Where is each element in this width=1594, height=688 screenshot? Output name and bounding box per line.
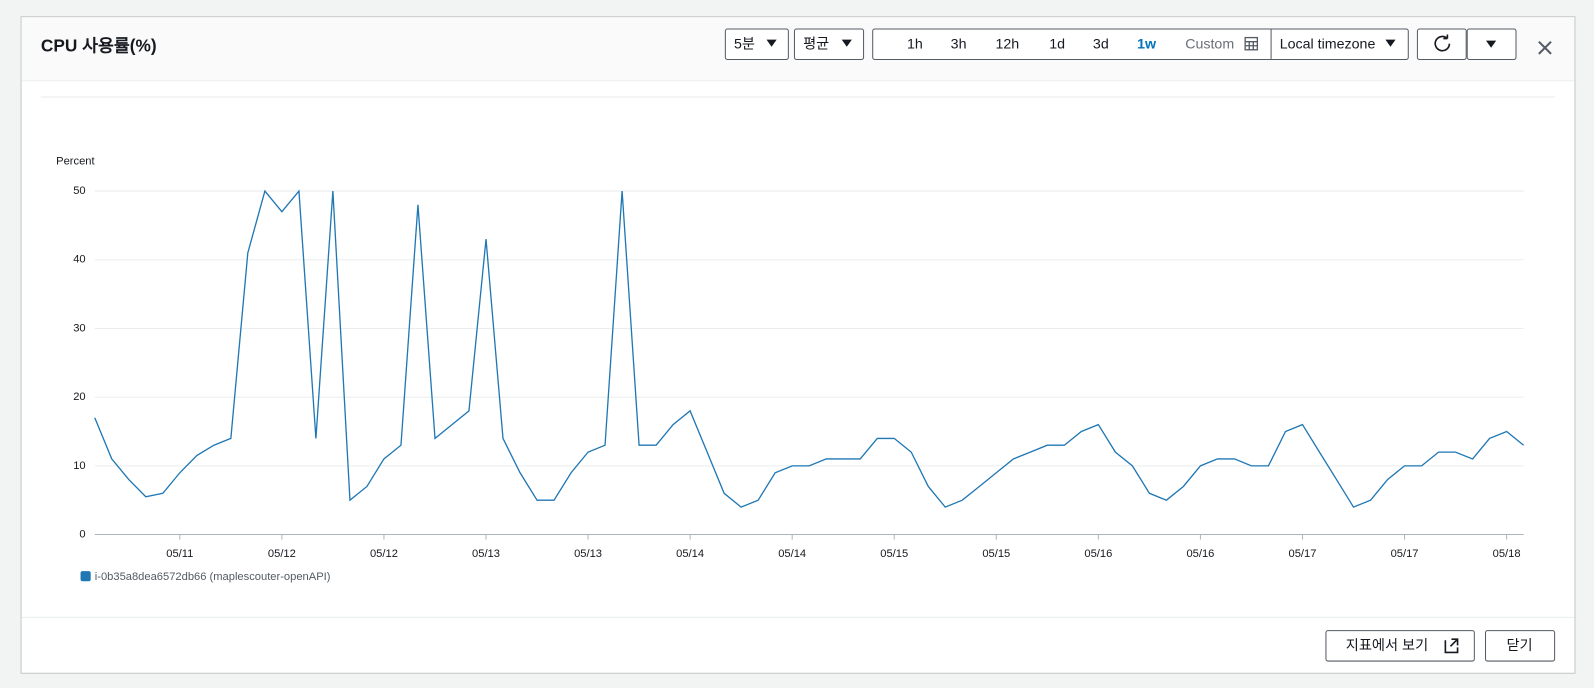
x-tick-label: 05/18 bbox=[1493, 548, 1521, 560]
legend-label: i-0b35a8dea6572db66 (maplescouter-openAP… bbox=[95, 571, 331, 583]
button-text[interactable]: 닫기 bbox=[1506, 637, 1532, 654]
x-tick-label: 05/12 bbox=[370, 548, 398, 560]
y-tick-label: 20 bbox=[73, 391, 85, 403]
range-option[interactable]: 3h bbox=[951, 36, 967, 52]
stat-select[interactable]: 평균 bbox=[793, 28, 865, 60]
data-line bbox=[94, 189, 1525, 508]
legend-swatch bbox=[80, 571, 91, 582]
refresh-button[interactable] bbox=[1416, 28, 1467, 60]
y-tick-label: 30 bbox=[73, 322, 85, 334]
caret bbox=[841, 39, 852, 47]
timezone-text[interactable]: Local timezone bbox=[1280, 36, 1376, 52]
range-option[interactable]: 1h bbox=[907, 36, 923, 52]
x-tick-label: 05/15 bbox=[982, 548, 1010, 560]
period-text[interactable]: 5분 bbox=[734, 36, 755, 52]
view-metrics-button[interactable]: 지표에서 보기 bbox=[1325, 630, 1475, 662]
modal-title: CPU 사용률(%) bbox=[41, 35, 157, 55]
close-button[interactable]: 닫기 bbox=[1485, 630, 1556, 662]
range-option[interactable]: 1w bbox=[1137, 36, 1157, 52]
caret bbox=[1486, 40, 1497, 48]
button-text[interactable]: 지표에서 보기 bbox=[1346, 637, 1428, 654]
y-tick-label: 40 bbox=[73, 254, 85, 266]
period-select[interactable]: 5분 bbox=[724, 28, 789, 60]
stat-text[interactable]: 평균 bbox=[803, 35, 829, 52]
x-tick-label: 05/16 bbox=[1084, 548, 1112, 560]
x-tick-label: 05/16 bbox=[1186, 548, 1214, 560]
button-box[interactable] bbox=[1325, 630, 1475, 662]
x-tick-label: 05/15 bbox=[880, 548, 908, 560]
x-tick-label: 05/17 bbox=[1391, 548, 1419, 560]
caret bbox=[766, 39, 777, 47]
period-box[interactable] bbox=[724, 28, 789, 60]
x-tick-label: 05/13 bbox=[472, 548, 500, 560]
range-group bbox=[872, 28, 1409, 60]
y-axis-label: Percent bbox=[56, 156, 95, 168]
y-tick-label: 50 bbox=[73, 185, 85, 197]
y-tick-label: 10 bbox=[73, 460, 85, 472]
x-tick-label: 05/11 bbox=[166, 548, 193, 560]
stat-box[interactable] bbox=[793, 28, 865, 60]
chart: Percent 0 10 20 30 40 50 05/11 05/12 05/12 05/13 0… bbox=[56, 156, 1525, 583]
x-tick-label: 05/14 bbox=[778, 548, 806, 560]
close-icon[interactable] bbox=[1538, 40, 1552, 55]
y-tick-label: 0 bbox=[79, 528, 85, 540]
custom-range[interactable]: Custom bbox=[1185, 36, 1234, 52]
x-tick-label: 05/13 bbox=[574, 548, 602, 560]
range-option[interactable]: 1d bbox=[1049, 36, 1065, 52]
modal bbox=[20, 16, 1576, 674]
button-box[interactable] bbox=[1485, 630, 1556, 662]
x-tick-label: 05/17 bbox=[1289, 548, 1317, 560]
refresh-icon bbox=[1434, 34, 1451, 52]
range-option[interactable]: 3d bbox=[1093, 36, 1109, 52]
x-tick-label: 05/12 bbox=[268, 548, 296, 560]
caret bbox=[1385, 39, 1396, 47]
calendar-icon bbox=[1244, 36, 1259, 51]
external-icon bbox=[1444, 638, 1459, 654]
x-tick-label: 05/14 bbox=[676, 548, 704, 560]
range-option[interactable]: 12h bbox=[995, 36, 1019, 52]
